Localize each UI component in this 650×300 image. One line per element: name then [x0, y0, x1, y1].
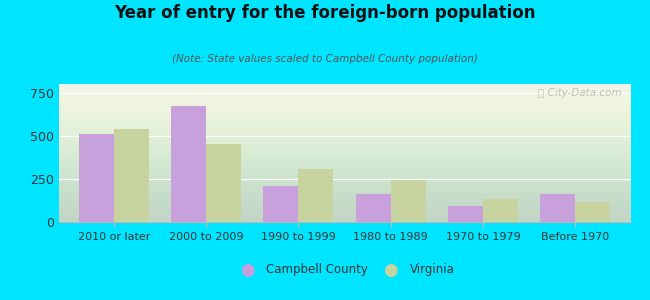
Text: ⓘ City-Data.com: ⓘ City-Data.com — [538, 88, 622, 98]
Bar — [79, 134, 114, 222]
Bar — [575, 202, 610, 222]
Text: ●: ● — [240, 261, 254, 279]
Bar — [206, 144, 241, 222]
Bar — [448, 206, 483, 222]
Bar — [540, 194, 575, 222]
Text: Year of entry for the foreign-born population: Year of entry for the foreign-born popul… — [114, 4, 536, 22]
Bar — [263, 186, 298, 222]
Text: Virginia: Virginia — [410, 263, 454, 277]
Text: Campbell County: Campbell County — [266, 263, 369, 277]
Bar — [356, 194, 391, 222]
Bar — [391, 180, 426, 222]
Bar — [114, 129, 149, 222]
Bar — [298, 169, 333, 222]
Bar — [483, 199, 518, 222]
Text: (Note: State values scaled to Campbell County population): (Note: State values scaled to Campbell C… — [172, 54, 478, 64]
Text: ●: ● — [383, 261, 397, 279]
Bar — [171, 106, 206, 222]
